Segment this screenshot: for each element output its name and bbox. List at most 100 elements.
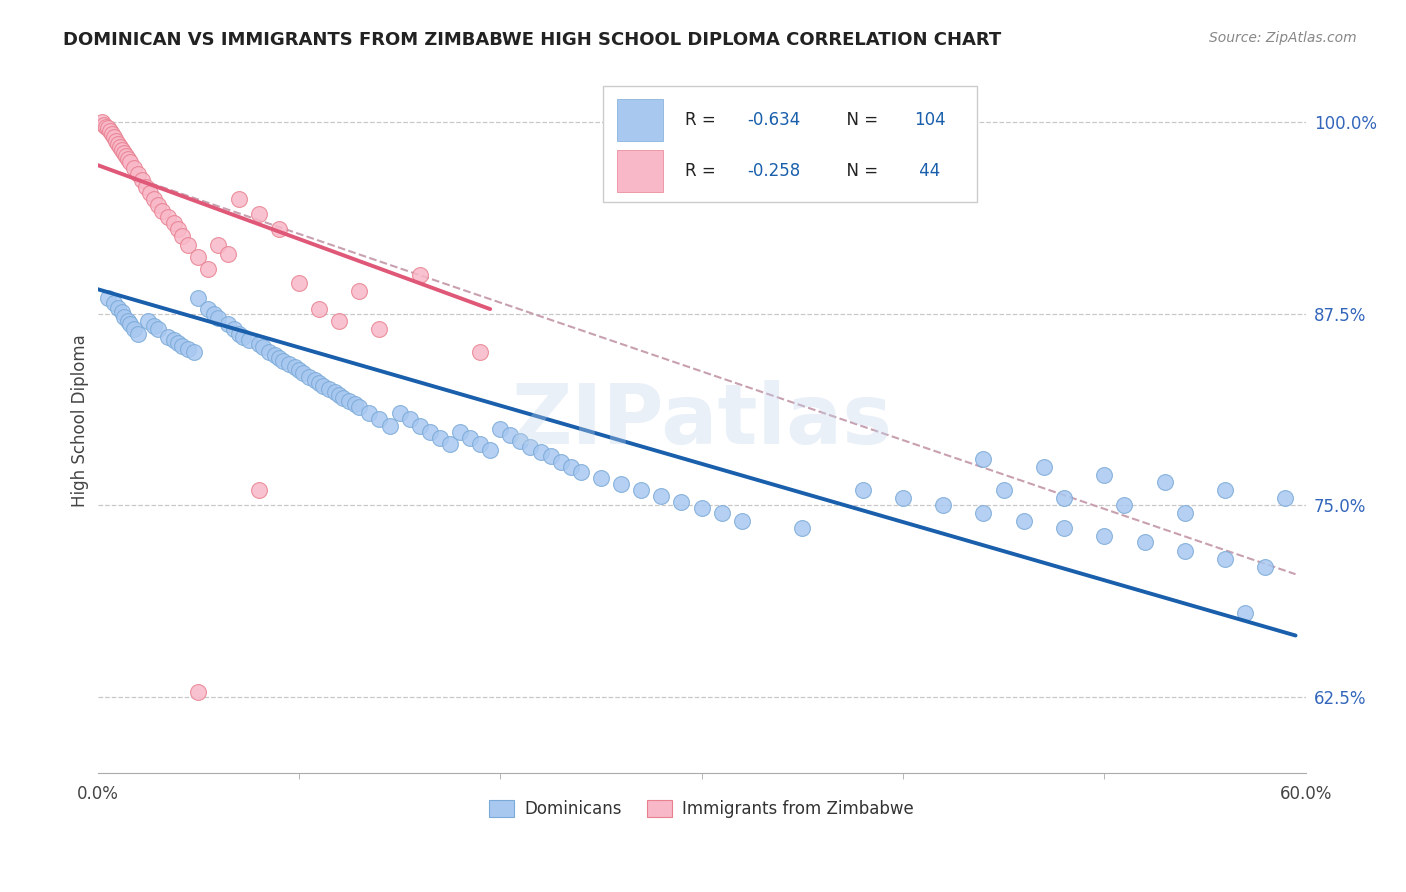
Point xyxy=(388,406,411,420)
Point xyxy=(468,437,491,451)
Point xyxy=(97,292,120,306)
Point xyxy=(238,333,260,347)
Point xyxy=(163,333,186,347)
Point xyxy=(610,476,633,491)
Point xyxy=(550,455,572,469)
Point xyxy=(449,425,471,439)
Point xyxy=(122,161,145,175)
FancyBboxPatch shape xyxy=(617,150,664,192)
Point xyxy=(690,501,713,516)
Point xyxy=(146,322,169,336)
Point xyxy=(332,391,354,405)
Point xyxy=(118,155,141,169)
Point xyxy=(479,443,502,458)
Point xyxy=(792,521,814,535)
Point xyxy=(1032,459,1054,474)
Point xyxy=(187,250,209,264)
Point xyxy=(122,322,145,336)
Point xyxy=(90,115,112,129)
Point xyxy=(267,351,290,366)
Point xyxy=(1092,529,1115,543)
Point xyxy=(111,143,134,157)
Point xyxy=(112,310,135,324)
Point xyxy=(187,292,209,306)
Point xyxy=(1213,483,1236,497)
Point xyxy=(257,345,280,359)
FancyBboxPatch shape xyxy=(617,99,664,141)
Point xyxy=(117,314,139,328)
Point xyxy=(108,139,131,153)
Point xyxy=(107,136,129,151)
Point xyxy=(409,268,432,283)
Point xyxy=(197,262,219,277)
Point xyxy=(323,384,346,399)
Point xyxy=(378,418,401,433)
Point xyxy=(131,173,153,187)
Point xyxy=(103,130,125,145)
Point xyxy=(135,179,157,194)
Point xyxy=(359,406,381,420)
Text: R =: R = xyxy=(685,161,721,179)
Text: ZIPatlas: ZIPatlas xyxy=(512,381,891,461)
Point xyxy=(349,400,371,414)
Point xyxy=(207,311,229,326)
Point xyxy=(157,329,180,343)
Point xyxy=(104,134,127,148)
Point xyxy=(519,440,541,454)
Point xyxy=(540,449,562,463)
Point xyxy=(228,192,250,206)
Point xyxy=(1234,606,1257,620)
Point xyxy=(183,345,205,359)
Point xyxy=(630,483,652,497)
Point xyxy=(97,121,120,136)
Point xyxy=(207,237,229,252)
Point xyxy=(589,471,612,485)
Point xyxy=(409,418,432,433)
Point xyxy=(139,186,162,200)
Point xyxy=(117,152,139,166)
Point xyxy=(499,427,522,442)
Point xyxy=(1114,498,1136,512)
Text: R =: R = xyxy=(685,111,721,129)
Point xyxy=(103,296,125,310)
Point xyxy=(1053,521,1076,535)
Point xyxy=(993,483,1015,497)
Point xyxy=(1274,491,1296,505)
Point xyxy=(1133,535,1156,549)
Point xyxy=(118,318,141,332)
Point xyxy=(932,498,955,512)
Point xyxy=(1174,506,1197,520)
Point xyxy=(1092,467,1115,482)
Point xyxy=(650,489,672,503)
Text: N =: N = xyxy=(835,161,883,179)
Point xyxy=(468,345,491,359)
Point xyxy=(368,322,391,336)
Point xyxy=(172,339,194,353)
FancyBboxPatch shape xyxy=(603,87,977,202)
Point xyxy=(429,431,451,445)
Point xyxy=(419,425,441,439)
Point xyxy=(232,329,254,343)
Point xyxy=(94,120,117,134)
Point xyxy=(710,506,733,520)
Point xyxy=(172,228,194,243)
Point xyxy=(1053,491,1076,505)
Point xyxy=(157,210,180,224)
Point xyxy=(267,222,290,236)
Point xyxy=(177,342,200,356)
Point xyxy=(277,357,299,371)
Y-axis label: High School Diploma: High School Diploma xyxy=(72,334,89,508)
Point xyxy=(288,276,311,290)
Point xyxy=(177,237,200,252)
Point xyxy=(167,335,190,350)
Point xyxy=(224,322,246,336)
Point xyxy=(150,204,173,219)
Point xyxy=(1153,475,1175,490)
Point xyxy=(831,118,853,132)
Point xyxy=(247,483,270,497)
Point xyxy=(671,495,693,509)
Point xyxy=(489,422,512,436)
Point xyxy=(569,465,592,479)
Point xyxy=(1254,559,1277,574)
Point xyxy=(439,437,461,451)
